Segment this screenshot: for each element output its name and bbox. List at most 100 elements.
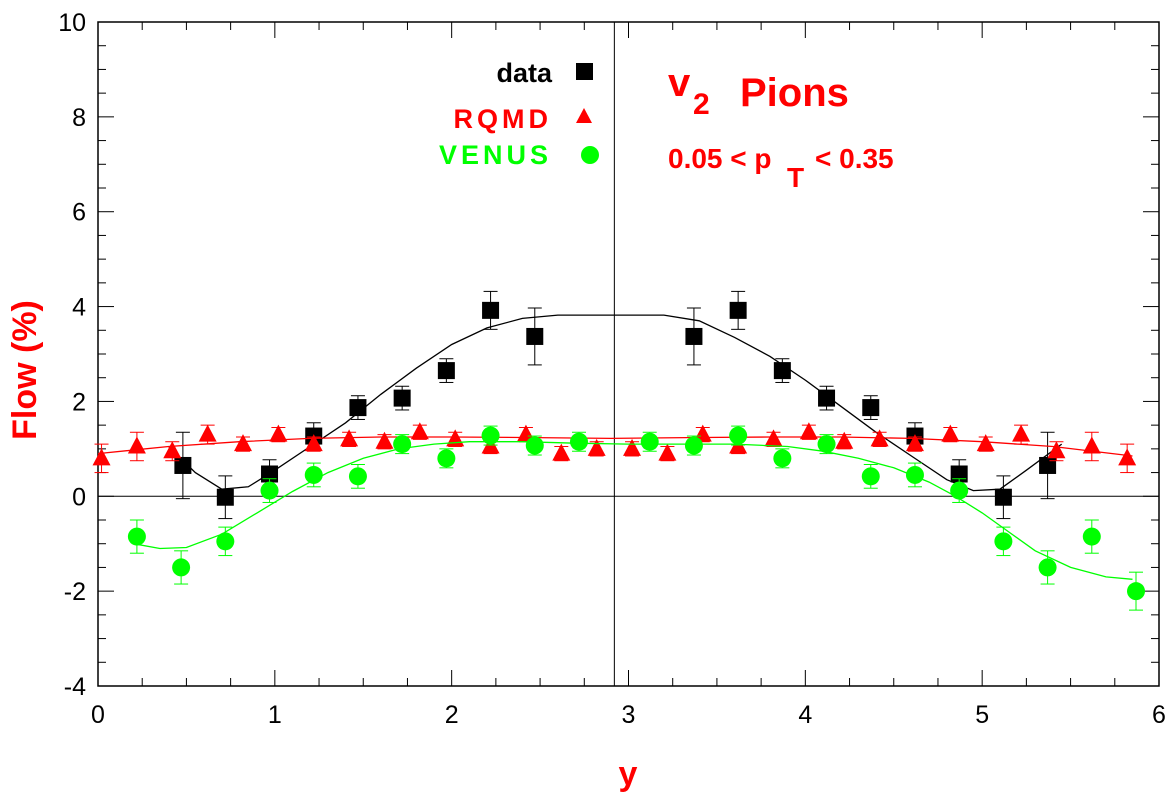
annotation-v2-pions: v 2 Pions — [668, 61, 849, 121]
annotation-v: v — [668, 61, 691, 105]
plot-frame — [97, 21, 1160, 687]
annotation-pt-range: 0.05 < p T < 0.35 — [668, 143, 894, 193]
rqmd-point — [163, 441, 182, 459]
data-point — [393, 389, 411, 407]
venus-point — [640, 432, 659, 451]
y-tick-label: 4 — [72, 294, 86, 322]
data-point — [216, 488, 234, 506]
venus-point — [773, 449, 792, 468]
y-tick-label: -4 — [64, 673, 86, 701]
y-tick-label: 8 — [72, 104, 86, 132]
venus-point — [481, 426, 500, 445]
rqmd-point — [1082, 436, 1101, 454]
legend-marker-venus — [581, 146, 599, 164]
rqmd-point — [587, 438, 606, 456]
venus-point — [1082, 527, 1101, 546]
data-point — [482, 301, 500, 319]
venus-point — [172, 558, 191, 577]
venus-point — [127, 527, 146, 546]
venus-point — [950, 481, 969, 500]
rqmd-point — [234, 434, 253, 452]
venus-point — [684, 436, 703, 455]
y-tick-label: -2 — [64, 578, 86, 606]
annotation-v-subscript: 2 — [693, 88, 710, 121]
data-point — [729, 301, 747, 319]
venus-point — [393, 435, 412, 454]
venus-point — [817, 435, 836, 454]
data-point — [437, 362, 455, 380]
data-point — [349, 399, 367, 417]
x-tick-label: 5 — [975, 701, 989, 729]
x-tick-label: 3 — [622, 701, 636, 729]
rqmd-point — [92, 448, 111, 466]
rqmd-point — [870, 429, 889, 447]
data-point — [862, 399, 880, 417]
y-tick-label: 0 — [72, 483, 86, 511]
venus-point — [216, 532, 235, 551]
data-point — [818, 389, 836, 407]
x-tick-label: 2 — [445, 701, 459, 729]
rqmd-point — [764, 429, 783, 447]
rqmd-point — [269, 424, 288, 442]
rqmd-point — [410, 422, 429, 440]
y-tick-label: 6 — [72, 199, 86, 227]
rqmd-point — [905, 434, 924, 452]
venus-point — [729, 426, 748, 445]
rqmd-point — [623, 438, 642, 456]
x-axis-title: y — [619, 755, 638, 793]
venus-point — [905, 465, 924, 484]
data-point — [174, 456, 192, 474]
legend-marker-rqmd — [576, 108, 592, 123]
data-fit-curve — [168, 314, 1063, 492]
y-tick-label: 10 — [58, 9, 86, 37]
rqmd-point — [304, 434, 323, 452]
venus-point — [994, 532, 1013, 551]
data-point — [994, 488, 1012, 506]
legend-label-venus: VENUS — [439, 140, 552, 170]
venus-fit-curve — [133, 441, 1133, 580]
rqmd-point — [198, 424, 217, 442]
data-point — [685, 327, 703, 345]
venus-point — [348, 467, 367, 486]
venus-point — [437, 449, 456, 468]
data-point — [1039, 456, 1057, 474]
plot-area: 0 1 2 3 4 5 6 -4 -2 0 2 4 6 8 10 — [58, 9, 1166, 729]
annotation-pions: Pions — [740, 71, 849, 115]
rqmd-point — [127, 436, 146, 454]
rqmd-point — [1012, 424, 1031, 442]
legend-label-rqmd: RQMD — [454, 104, 553, 134]
y-axis-title: Flow (%) — [6, 300, 44, 440]
venus-point — [304, 465, 323, 484]
rqmd-point — [1047, 441, 1066, 459]
data-point — [526, 327, 544, 345]
rqmd-point — [552, 443, 571, 461]
legend-label-data: data — [496, 58, 553, 88]
venus-point — [861, 467, 880, 486]
venus-point — [260, 481, 279, 500]
rqmd-point — [835, 431, 854, 449]
x-tick-label: 1 — [268, 701, 282, 729]
venus-point — [569, 432, 588, 451]
annotation-pt-subscript: T — [787, 162, 804, 193]
rqmd-point — [658, 443, 677, 461]
annotation-pt-left: 0.05 < p — [668, 143, 772, 174]
rqmd-point — [516, 424, 535, 442]
annotation-pt-right: < 0.35 — [815, 143, 894, 174]
rqmd-point — [1118, 448, 1137, 466]
rqmd-fit-curve — [97, 436, 1133, 457]
rqmd-point — [375, 431, 394, 449]
legend: data RQMD VENUS — [439, 58, 599, 170]
rqmd-point — [799, 422, 818, 440]
rqmd-point — [340, 429, 359, 447]
x-tick-label: 4 — [798, 701, 812, 729]
x-tick-label: 6 — [1152, 701, 1166, 729]
rqmd-point — [693, 424, 712, 442]
x-tick-label: 0 — [91, 701, 105, 729]
venus-point — [525, 436, 544, 455]
legend-marker-data — [576, 63, 593, 80]
rqmd-point — [941, 424, 960, 442]
venus-point — [1038, 558, 1057, 577]
y-tick-label: 2 — [72, 388, 86, 416]
rqmd-point — [976, 434, 995, 452]
